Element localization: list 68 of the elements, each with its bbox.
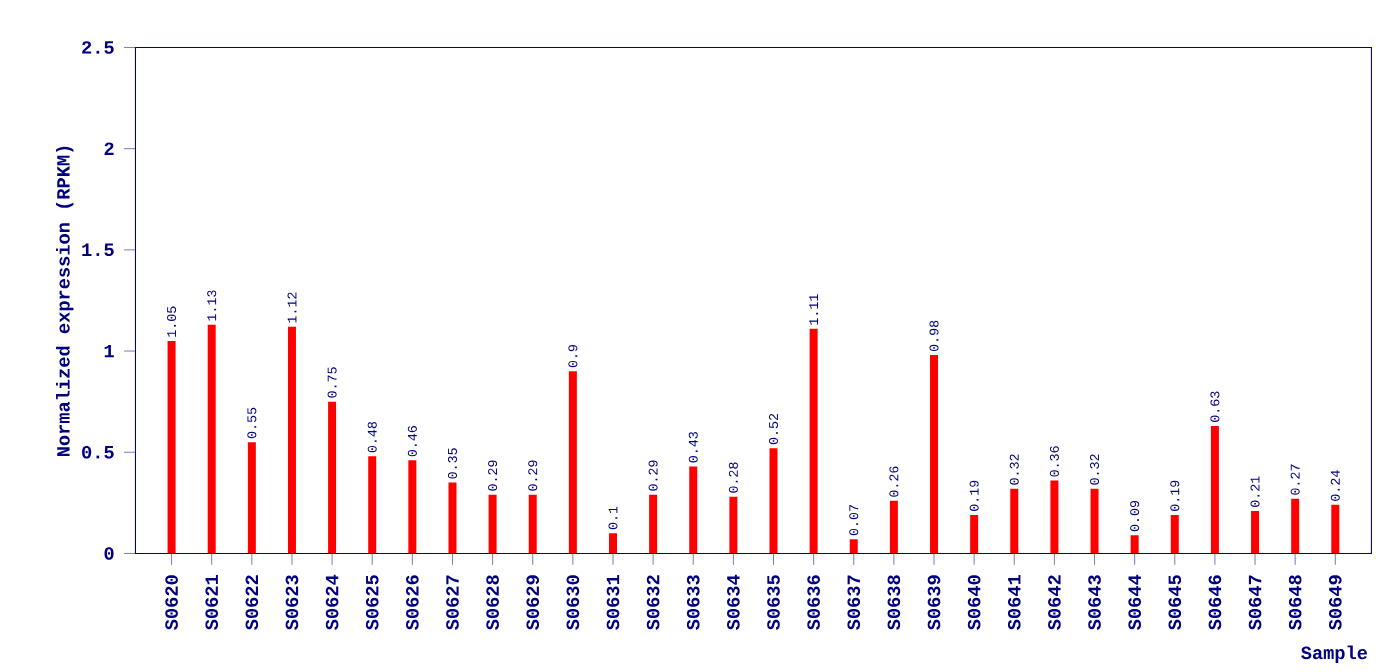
x-tick-label: S0642 bbox=[1048, 575, 1061, 631]
bar bbox=[809, 328, 818, 554]
bar bbox=[568, 371, 577, 554]
bar bbox=[1130, 535, 1139, 554]
x-tick-label: S0649 bbox=[1328, 575, 1342, 631]
bar bbox=[528, 494, 537, 554]
bar bbox=[649, 494, 658, 554]
bar bbox=[1170, 515, 1179, 554]
bar bbox=[368, 456, 377, 554]
bar bbox=[889, 500, 898, 554]
bar bbox=[1090, 488, 1099, 554]
x-tick-label: S0628 bbox=[486, 575, 499, 631]
x-tick-label: S0629 bbox=[526, 575, 540, 631]
x-tick-label: S0622 bbox=[245, 575, 259, 631]
x-tick-label: S0646 bbox=[1208, 575, 1222, 631]
y-axis-title: Normalized expression (RPKM) bbox=[56, 146, 74, 457]
x-tick-label: S0627 bbox=[446, 575, 459, 631]
x-tick-label: S0644 bbox=[1128, 574, 1141, 631]
bar bbox=[689, 466, 698, 554]
x-tick-label: S0625 bbox=[365, 575, 379, 631]
x-tick-label: S0635 bbox=[767, 575, 780, 631]
x-tick-label: S0626 bbox=[406, 575, 419, 631]
x-tick-label: S0621 bbox=[205, 575, 219, 631]
x-tick-label: S0624 bbox=[325, 574, 339, 631]
x-tick-label: S0631 bbox=[606, 575, 620, 631]
x-tick-label: S0620 bbox=[165, 575, 178, 631]
x-tick-label: S0647 bbox=[1248, 575, 1262, 631]
x-tick-label: S0643 bbox=[1088, 575, 1101, 631]
y-tick-label: 1.5 bbox=[82, 243, 114, 257]
y-tick-label: 0.5 bbox=[82, 446, 114, 459]
y-tick-label: 1 bbox=[104, 345, 114, 358]
bar bbox=[1331, 504, 1340, 554]
y-tick-label: 0 bbox=[104, 547, 114, 560]
bar bbox=[1251, 511, 1260, 554]
bar bbox=[1210, 426, 1219, 554]
bar bbox=[849, 539, 858, 554]
x-tick-label: S0636 bbox=[807, 575, 820, 631]
bar bbox=[448, 482, 457, 554]
bar bbox=[1010, 488, 1019, 554]
bar bbox=[970, 515, 979, 554]
bar bbox=[488, 494, 497, 554]
y-tick-label: 2 bbox=[104, 142, 114, 155]
bar bbox=[247, 442, 256, 554]
bar bbox=[287, 326, 296, 554]
x-tick-label: S0632 bbox=[646, 575, 660, 631]
bar bbox=[769, 448, 778, 554]
x-tick-label: S0641 bbox=[1007, 575, 1021, 631]
x-tick-label: S0638 bbox=[887, 575, 901, 631]
x-tick-label: S0623 bbox=[285, 575, 299, 631]
bar bbox=[608, 533, 617, 554]
bar bbox=[167, 341, 176, 554]
bar bbox=[1050, 480, 1059, 554]
x-tick-label: S0640 bbox=[967, 575, 981, 631]
x-tick-label: S0630 bbox=[566, 575, 580, 631]
x-tick-label: S0633 bbox=[686, 575, 700, 631]
x-tick-label: S0639 bbox=[927, 575, 941, 631]
x-tick-label: S0645 bbox=[1168, 575, 1182, 631]
y-tick-label: 2.5 bbox=[82, 41, 114, 54]
x-tick-label: S0634 bbox=[727, 574, 740, 631]
x-tick-label: S0648 bbox=[1288, 575, 1302, 631]
bar bbox=[930, 355, 939, 554]
bar bbox=[207, 324, 216, 554]
bar bbox=[1291, 498, 1300, 554]
x-tick-label: S0637 bbox=[847, 575, 861, 631]
bar bbox=[729, 496, 738, 554]
x-axis-title: Sample bbox=[1301, 645, 1368, 664]
bar bbox=[408, 460, 417, 554]
bar bbox=[328, 401, 337, 554]
